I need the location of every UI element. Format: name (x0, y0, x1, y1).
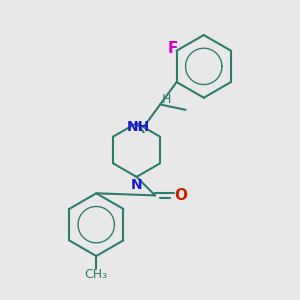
Text: NH: NH (127, 121, 150, 134)
Text: CH₃: CH₃ (85, 268, 108, 281)
Text: H: H (162, 94, 171, 106)
Text: O: O (175, 188, 188, 203)
Text: F: F (168, 41, 178, 56)
Text: N: N (131, 178, 142, 192)
